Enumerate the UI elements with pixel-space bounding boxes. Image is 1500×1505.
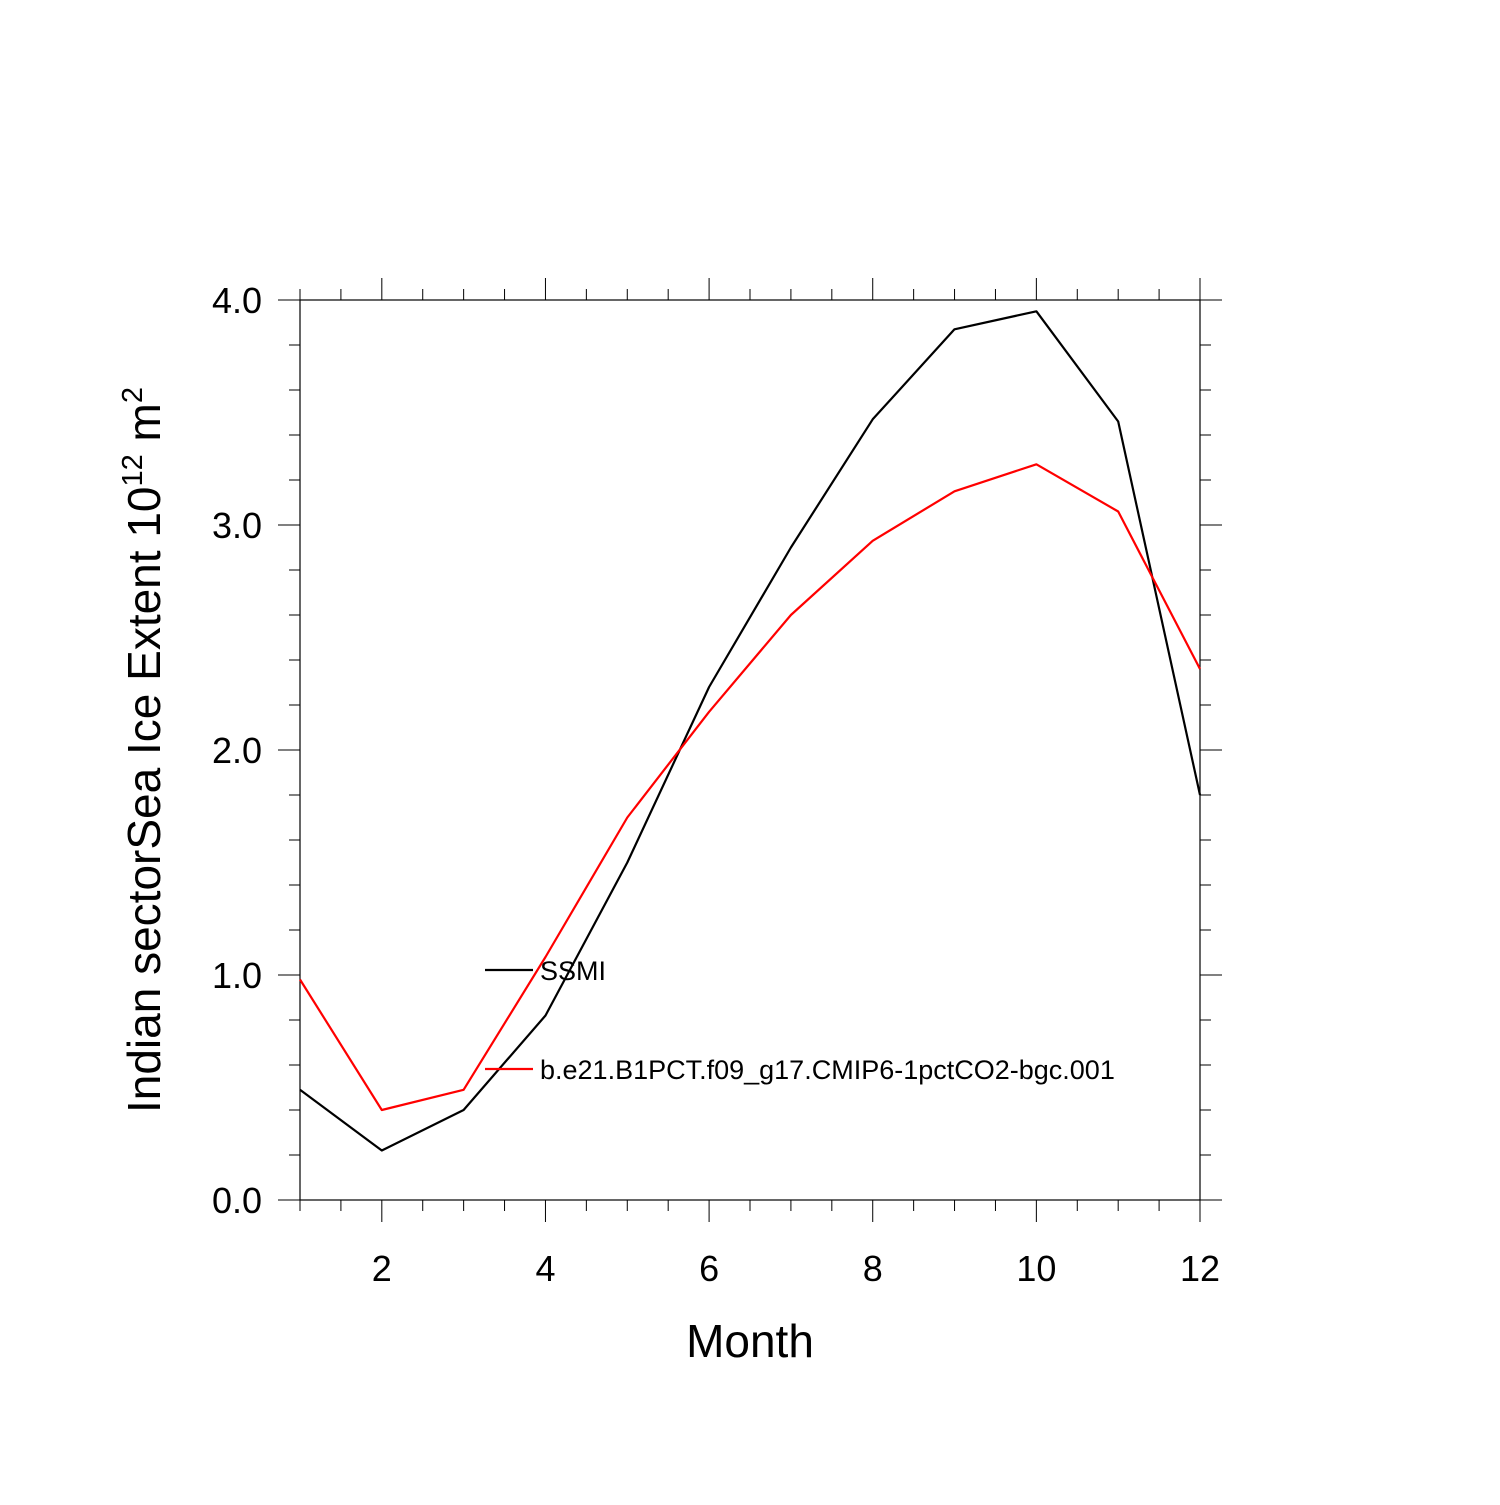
y-tick-label: 4.0 [212,280,262,321]
x-tick-label: 10 [1016,1248,1056,1289]
y-axis-label-unit-exponent: 2 [117,387,149,403]
plot-border [299,299,1201,1201]
series-lines [299,310,1202,1152]
y-axis-label-unit: m [118,403,170,454]
tick-marks [278,278,1222,1222]
x-tick-label: 2 [372,1248,392,1289]
tick-labels: 2 4 6 8 10 12 0.0 1.0 2.0 3.0 4.0 [212,280,1220,1289]
y-axis-label: Indian sectorSea Ice Extent 1012 m2 [117,387,170,1113]
series-line-0 [299,310,1202,1152]
y-axis-label-main: Indian sectorSea Ice Extent 10 [118,487,170,1114]
y-tick-label: 2.0 [212,730,262,771]
legend-label-1: b.e21.B1PCT.f09_g17.CMIP6-1pctCO2-bgc.00… [540,1055,1115,1085]
y-tick-label: 0.0 [212,1180,262,1221]
y-tick-label: 1.0 [212,955,262,996]
legend: SSMI b.e21.B1PCT.f09_g17.CMIP6-1pctCO2-bg… [485,956,1115,1085]
y-axis-label-exponent: 12 [117,454,149,486]
y-tick-label: 3.0 [212,505,262,546]
x-tick-label: 4 [535,1248,555,1289]
x-tick-label: 12 [1180,1248,1220,1289]
series-line-1 [299,463,1201,1112]
legend-label-0: SSMI [540,956,606,986]
plot-frame [299,299,1201,1201]
x-tick-label: 6 [699,1248,719,1289]
x-tick-label: 8 [863,1248,883,1289]
x-axis-label: Month [686,1315,814,1367]
